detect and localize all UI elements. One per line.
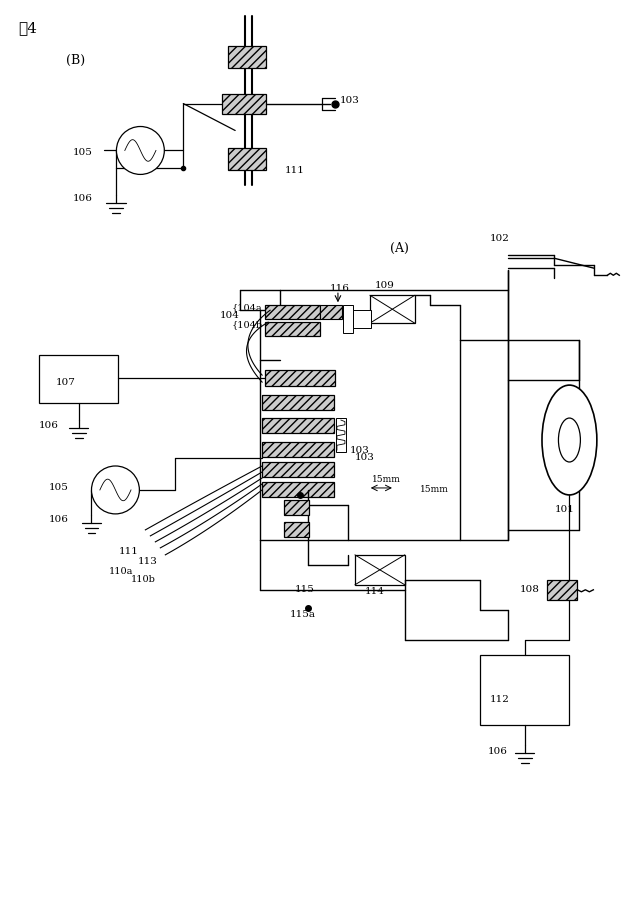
Text: 110a: 110a bbox=[108, 567, 133, 576]
Text: 15mm: 15mm bbox=[420, 486, 448, 495]
Bar bbox=[262, 418, 334, 433]
Text: 101: 101 bbox=[554, 506, 574, 515]
Text: 106: 106 bbox=[49, 516, 68, 525]
Text: 110b: 110b bbox=[131, 575, 156, 584]
Text: 106: 106 bbox=[39, 420, 58, 429]
Text: (A): (A) bbox=[390, 242, 409, 255]
Text: 111: 111 bbox=[285, 166, 305, 175]
Circle shape bbox=[91, 466, 139, 514]
Text: 106: 106 bbox=[488, 747, 508, 756]
Text: {104a: {104a bbox=[232, 304, 263, 313]
Text: 109: 109 bbox=[375, 281, 395, 290]
Bar bbox=[284, 522, 309, 537]
Bar bbox=[228, 45, 266, 68]
Ellipse shape bbox=[559, 418, 580, 462]
Bar bbox=[353, 310, 371, 328]
Text: 114: 114 bbox=[365, 587, 385, 596]
Ellipse shape bbox=[542, 385, 597, 495]
Text: 103: 103 bbox=[355, 454, 375, 462]
Text: 111: 111 bbox=[118, 547, 138, 556]
Bar bbox=[262, 395, 334, 410]
Bar bbox=[355, 554, 405, 584]
Text: {104b: {104b bbox=[232, 321, 263, 330]
Bar bbox=[228, 149, 266, 170]
Text: 105: 105 bbox=[73, 148, 93, 157]
Text: 106: 106 bbox=[73, 194, 93, 203]
Text: 116: 116 bbox=[330, 284, 350, 293]
Bar bbox=[284, 500, 309, 515]
Bar bbox=[262, 482, 334, 496]
Bar bbox=[265, 371, 335, 386]
Bar bbox=[480, 655, 569, 725]
Bar bbox=[547, 580, 577, 600]
Text: (B): (B) bbox=[65, 54, 85, 67]
Text: 102: 102 bbox=[490, 234, 509, 243]
Text: 115: 115 bbox=[295, 585, 315, 594]
Bar bbox=[265, 305, 320, 319]
Text: 113: 113 bbox=[137, 557, 157, 566]
Text: 115a: 115a bbox=[290, 611, 316, 620]
Bar bbox=[343, 305, 353, 333]
Bar bbox=[320, 305, 342, 319]
Text: 105: 105 bbox=[49, 484, 68, 493]
Text: 103: 103 bbox=[350, 446, 370, 455]
Text: 108: 108 bbox=[519, 585, 539, 594]
Bar bbox=[336, 418, 346, 452]
Text: 104: 104 bbox=[220, 311, 240, 320]
Text: 103: 103 bbox=[340, 96, 360, 105]
Bar bbox=[265, 323, 320, 336]
Text: 112: 112 bbox=[490, 695, 509, 704]
Bar bbox=[39, 355, 118, 403]
Bar bbox=[262, 462, 334, 477]
Bar bbox=[370, 295, 415, 323]
Circle shape bbox=[116, 127, 164, 175]
Text: 107: 107 bbox=[55, 378, 75, 387]
Text: 15mm: 15mm bbox=[372, 476, 401, 485]
Bar bbox=[262, 442, 334, 457]
Bar bbox=[222, 93, 266, 113]
Text: 図4: 図4 bbox=[19, 21, 37, 34]
